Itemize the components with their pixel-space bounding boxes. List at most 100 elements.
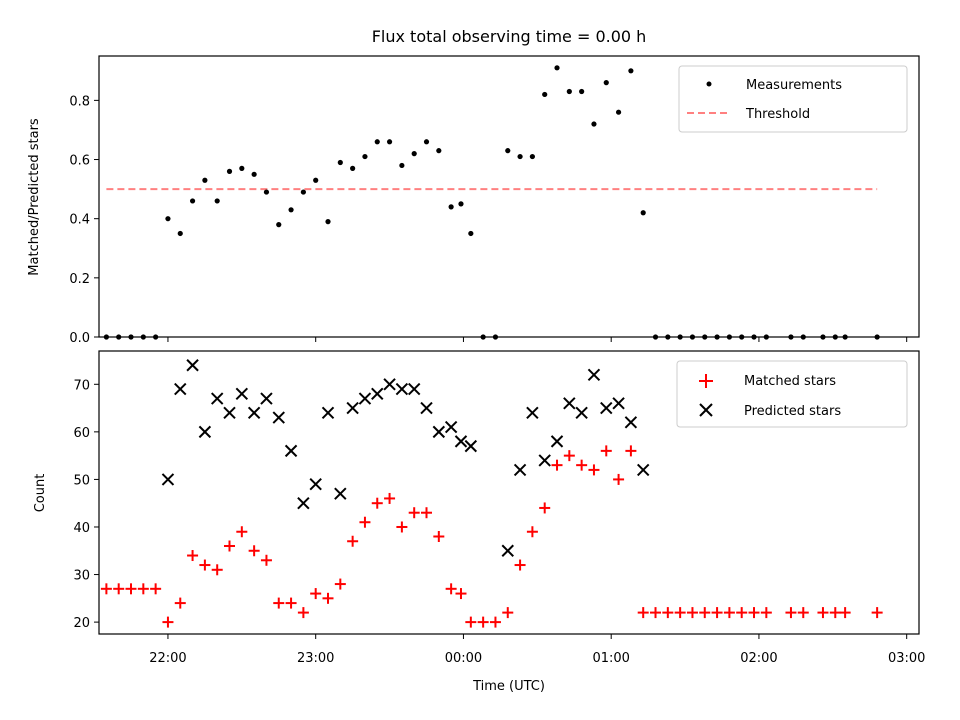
matched-star-point — [600, 445, 612, 457]
matched-star-point — [650, 607, 662, 619]
predicted-star-stroke — [346, 401, 359, 415]
bottom-ytick-label: 60 — [73, 426, 90, 441]
matched-star-point — [502, 607, 514, 619]
matched-star-point — [829, 607, 841, 619]
predicted-star-point — [538, 454, 551, 467]
matched-star-point — [465, 616, 477, 628]
predicted-star-stroke — [334, 487, 347, 500]
predicted-star-point — [223, 406, 236, 420]
predicted-star-stroke — [501, 544, 514, 557]
predicted-star-stroke — [420, 401, 433, 415]
measurement-point — [350, 165, 356, 171]
predicted-star-stroke — [210, 392, 224, 405]
matched-star-point — [248, 545, 260, 557]
predicted-star-stroke — [407, 382, 421, 396]
predicted-star-point — [321, 406, 335, 420]
predicted-star-stroke — [223, 406, 236, 420]
matched-star-point — [539, 502, 551, 514]
bottom-ytick-label: 30 — [73, 569, 90, 584]
matched-star-point — [785, 607, 797, 619]
matched-star-point — [817, 607, 829, 619]
matched-star-point — [563, 450, 575, 462]
matched-star-point — [760, 607, 772, 619]
predicted-star-point — [513, 463, 527, 477]
matched-star-point — [199, 559, 211, 571]
measurement-point — [374, 139, 380, 145]
measurement-point — [448, 204, 454, 210]
matched-star-point — [224, 540, 236, 552]
matched-star-point — [236, 526, 248, 538]
predicted-star-point — [358, 392, 372, 405]
predicted-star-point — [284, 444, 298, 458]
predicted-star-point — [260, 392, 273, 405]
measurement-point — [468, 230, 474, 237]
matched-star-point — [260, 554, 272, 566]
measurement-point — [337, 159, 343, 166]
matched-star-point — [445, 583, 457, 595]
predicted-star-stroke — [235, 387, 249, 401]
predicted-star-point — [420, 401, 433, 415]
xtick-label: 03:00 — [888, 651, 925, 666]
x-axis-label: Time (UTC) — [472, 679, 545, 694]
measurement-point — [288, 207, 294, 213]
measurement-point — [628, 68, 634, 74]
predicted-star-stroke — [272, 411, 285, 424]
matched-star-point — [711, 607, 723, 619]
predicted-star-point — [526, 406, 539, 420]
predicted-star-point — [309, 477, 322, 491]
measurement-point — [615, 109, 622, 115]
legend-matched-marker — [699, 374, 713, 388]
predicted-star-point — [161, 473, 175, 486]
measurement-point — [313, 177, 319, 183]
predicted-star-stroke — [575, 406, 588, 420]
matched-star-point — [514, 559, 526, 571]
matched-star-point — [723, 607, 735, 619]
predicted-star-point — [334, 487, 347, 500]
bottom-axes-frame — [98, 350, 920, 635]
predicted-star-stroke — [624, 416, 638, 429]
matched-star-point — [871, 607, 883, 619]
top-ytick-label: 0.8 — [69, 94, 90, 109]
legend-predicted-marker — [699, 403, 713, 417]
predicted-star-stroke — [464, 439, 478, 453]
predicted-star-point — [174, 382, 187, 396]
predicted-star-stroke — [563, 397, 576, 410]
matched-star-point — [125, 583, 137, 595]
predicted-star-stroke — [550, 435, 564, 448]
predicted-star-point — [186, 359, 199, 372]
measurement-point — [579, 88, 585, 95]
matched-star-point — [489, 616, 501, 628]
predicted-star-stroke — [636, 463, 650, 477]
predicted-star-point — [464, 439, 478, 453]
matched-star-point — [408, 507, 420, 519]
measurement-point — [177, 230, 183, 237]
predicted-star-point — [636, 463, 650, 477]
legend-measurements-marker — [706, 81, 712, 87]
predicted-star-stroke — [383, 378, 396, 391]
matched-star-point — [699, 607, 711, 619]
predicted-star-point — [407, 382, 421, 396]
matched-star-point — [637, 607, 649, 619]
predicted-star-point — [587, 368, 601, 381]
top-x-axis-ticks — [167, 337, 908, 342]
matched-star-point — [174, 597, 186, 609]
matched-star-point — [137, 583, 149, 595]
predicted-star-point — [272, 411, 285, 424]
measurement-point — [603, 80, 609, 86]
predicted-star-point — [600, 401, 613, 415]
predicted-star-stroke — [284, 444, 298, 458]
top-legend-frame — [678, 65, 908, 133]
predicted-star-point — [371, 387, 384, 401]
measurement-point — [165, 216, 171, 222]
predicted-star-point — [210, 392, 224, 405]
legend-measurements-label: Measurements — [746, 78, 842, 93]
bottom-x-axis: 22:00 23:00 00:00 01:00 02:00 03:00 — [149, 634, 925, 666]
bottom-ytick-label: 50 — [73, 473, 90, 488]
predicted-star-point — [501, 544, 514, 557]
matched-star-point — [421, 507, 433, 519]
predicted-star-stroke — [321, 406, 335, 420]
bottom-legend-frame — [676, 360, 908, 428]
legend-predicted-label: Predicted stars — [744, 404, 841, 419]
predicted-star-stroke — [297, 496, 310, 510]
